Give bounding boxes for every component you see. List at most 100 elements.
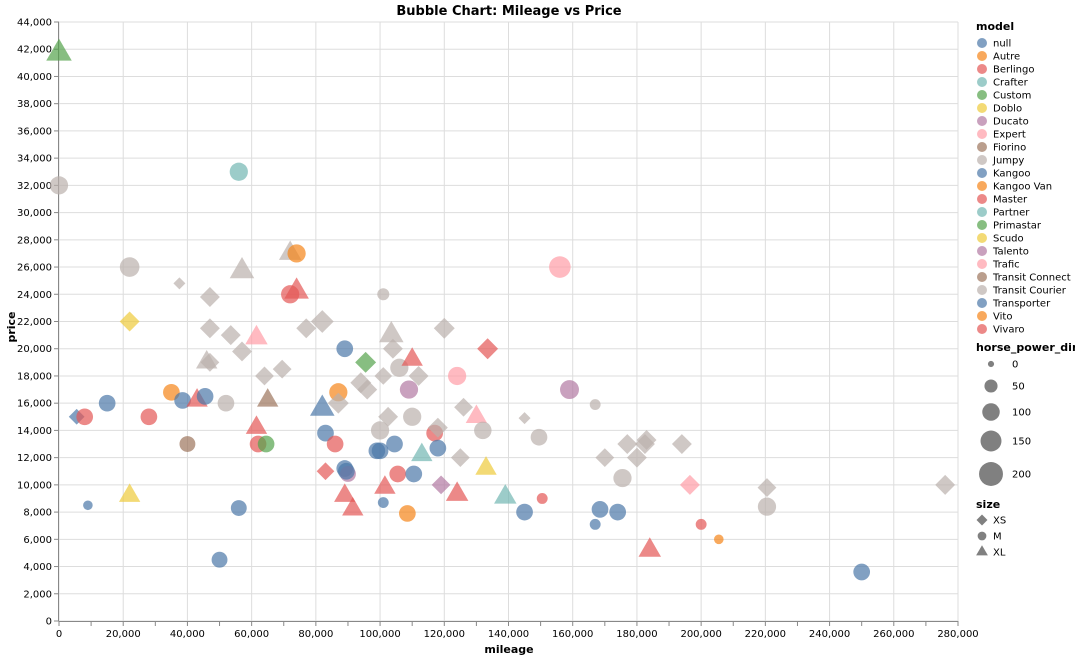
y-tick-label: 36,000 (17, 126, 52, 137)
data-point (477, 338, 499, 360)
data-point (272, 359, 292, 379)
color-legend-swatch (977, 168, 987, 178)
color-legend-label: Custom (993, 91, 1031, 102)
data-point (609, 503, 627, 521)
data-point (374, 475, 396, 494)
color-legend-swatch (977, 233, 987, 243)
x-tick-label: 280,000 (937, 629, 978, 640)
x-tick-label: 200,000 (680, 629, 721, 640)
color-legend-swatch (977, 220, 987, 230)
size-legend-label: 100 (1012, 408, 1031, 419)
data-point (636, 429, 657, 450)
legend: model null Autre Berlingo Crafter Custom Doblo… (976, 20, 1075, 559)
data-point (448, 366, 467, 386)
x-axis-title: mileage (484, 643, 533, 656)
color-legend-label: Ducato (993, 117, 1029, 128)
shape-legend-swatch (976, 514, 988, 526)
color-legend-swatch (977, 77, 987, 87)
shape-legend-swatch (976, 545, 988, 556)
size-legend-swatch (979, 462, 1003, 486)
color-legend-label: Jumpy (992, 156, 1024, 167)
color-legend-swatch (977, 51, 987, 61)
data-point (378, 406, 399, 427)
color-legend-swatch (977, 116, 987, 126)
data-point (589, 399, 601, 410)
size-legend-title: horse_power_din (976, 341, 1075, 354)
y-tick-label: 22,000 (17, 317, 52, 328)
color-legend-label: Doblo (993, 104, 1022, 115)
data-point (714, 534, 724, 545)
x-tick-label: 220,000 (745, 629, 786, 640)
x-tick-label: 100,000 (359, 629, 400, 640)
data-point (445, 481, 469, 501)
color-legend-swatch (977, 129, 987, 139)
color-legend-swatch (977, 142, 987, 152)
color-legend-swatch (977, 259, 987, 269)
data-point (474, 421, 492, 440)
data-point (401, 347, 423, 366)
y-tick-label: 28,000 (17, 235, 52, 246)
color-legend-label: Talento (992, 247, 1029, 258)
data-point (389, 465, 407, 483)
color-legend-label: Transporter (992, 299, 1051, 310)
data-point (83, 500, 93, 511)
y-axis-title: price (5, 311, 18, 342)
color-legend-swatch (977, 298, 987, 308)
data-point (118, 483, 141, 502)
color-legend-swatch (977, 64, 987, 74)
data-point (399, 380, 419, 399)
color-legend-label: Kangoo Van (993, 182, 1052, 193)
size-legend-label: 50 (1012, 382, 1025, 393)
color-legend-label: Transit Connect (992, 273, 1071, 284)
data-point (454, 397, 473, 417)
data-point (494, 484, 517, 504)
data-point (199, 287, 220, 307)
x-tick-label: 260,000 (873, 629, 914, 640)
y-tick-label: 18,000 (17, 371, 52, 382)
shape-legend-label: XL (993, 548, 1006, 559)
color-legend-swatch (977, 194, 987, 204)
y-tick-label: 24,000 (17, 290, 52, 301)
data-point (196, 388, 214, 405)
data-point (257, 388, 279, 407)
data-point (316, 462, 335, 481)
data-point (329, 383, 348, 402)
data-point (679, 474, 700, 495)
color-legend-swatch (977, 90, 987, 100)
data-point (450, 448, 470, 468)
y-tick-label: 12,000 (17, 453, 52, 464)
data-point (516, 503, 533, 521)
data-point (257, 435, 275, 453)
data-point (334, 483, 356, 502)
y-tick-label: 32,000 (17, 181, 52, 192)
y-tick-label: 4,000 (23, 562, 52, 573)
data-point (591, 501, 609, 518)
data-point (617, 434, 638, 454)
x-tick-label: 140,000 (488, 629, 529, 640)
color-legend-title: model (976, 20, 1014, 33)
data-point (386, 435, 403, 453)
data-point (530, 428, 548, 446)
data-point (403, 407, 422, 426)
data-point (408, 366, 429, 386)
shape-legend-swatch (977, 531, 987, 541)
data-point (377, 497, 389, 509)
x-tick-label: 60,000 (234, 629, 269, 640)
color-legend-label: Fiorino (993, 143, 1026, 154)
data-point (327, 392, 349, 414)
size-legend-swatch (987, 360, 995, 368)
data-point (379, 320, 404, 343)
data-point (431, 475, 451, 495)
data-point (232, 341, 252, 362)
y-tick-label: 44,000 (17, 18, 52, 29)
color-legend-label: Scudo (993, 234, 1024, 245)
size-legend-label: 0 (1012, 360, 1018, 371)
data-point (217, 394, 235, 412)
color-legend-label: Kangoo (993, 169, 1030, 180)
color-legend-swatch (977, 103, 987, 113)
data-point (589, 518, 601, 530)
color-legend-label: Autre (993, 52, 1020, 63)
color-legend-swatch (977, 181, 987, 191)
data-point (671, 434, 692, 454)
data-point (613, 468, 632, 488)
